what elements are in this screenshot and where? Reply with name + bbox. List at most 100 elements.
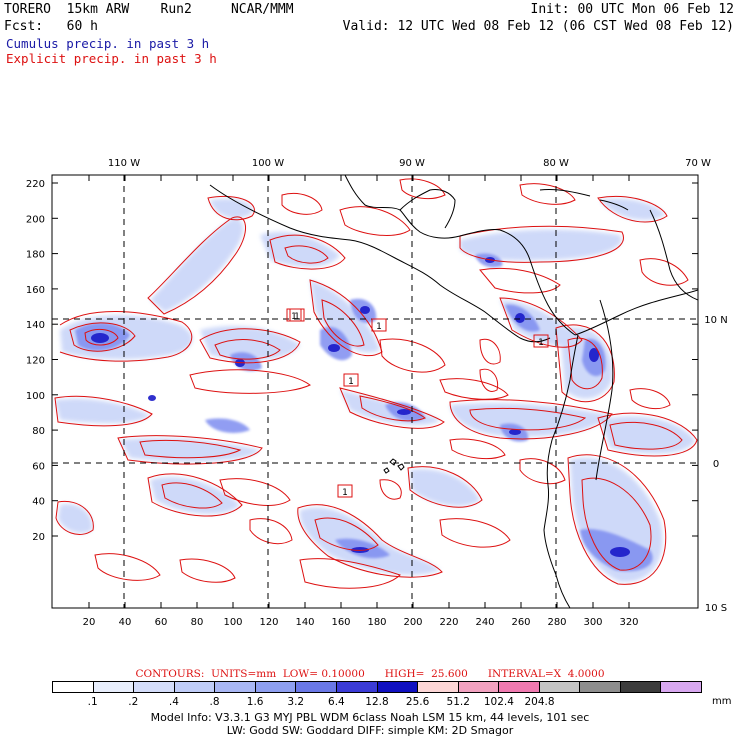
- lon-label: 70 W: [685, 158, 711, 169]
- x-tick-label: 40: [119, 617, 132, 628]
- contour-info: CONTOURS: UNITS=mm LOW= 0.10000 HIGH= 25…: [135, 668, 605, 680]
- south-america-north-coast: [574, 289, 698, 336]
- colorbar-swatch: [255, 682, 297, 692]
- low-marker-label: 1: [294, 312, 300, 322]
- precip-colorbar: [52, 681, 702, 693]
- x-tick-label: 80: [191, 617, 204, 628]
- colorbar-swatch: [580, 682, 621, 692]
- low-marker-box: [533, 334, 549, 348]
- lon-label: 100 W: [252, 158, 284, 169]
- lon-label: 90 W: [399, 158, 425, 169]
- model-info-line1: Model Info: V3.3.1 G3 MYJ PBL WDM 6class…: [150, 711, 590, 724]
- colorbar-label: 204.8: [524, 696, 555, 708]
- x-tick-label: 160: [331, 617, 350, 628]
- x-tick-label: 100: [223, 617, 242, 628]
- colorbar-swatch: [377, 682, 419, 692]
- yucatan-coast: [399, 189, 456, 229]
- colorbar-swatch: [458, 682, 500, 692]
- axis-ticks: [52, 175, 698, 608]
- y-tick-label: 100: [26, 391, 45, 402]
- colorbar-swatch: [215, 682, 256, 692]
- colorbar-swatch: [418, 682, 459, 692]
- colorbar-swatch: [53, 682, 94, 692]
- low-marker-label: 1: [291, 312, 297, 322]
- low-marker-label: 1: [376, 322, 382, 332]
- low-marker-box: [343, 373, 359, 387]
- x-tick-label: 140: [295, 617, 314, 628]
- colorbar-label: 3.2: [287, 696, 305, 708]
- x-tick-label: 280: [547, 617, 566, 628]
- x-tick-label: 220: [439, 617, 458, 628]
- colorbar-swatch: [336, 682, 378, 692]
- caribbean-coast: [499, 229, 576, 336]
- colorbar-label: .8: [209, 696, 220, 708]
- colorbar-label: 102.4: [483, 696, 514, 708]
- explicit-precip-contours: [54, 178, 698, 589]
- y-tick-label: 140: [26, 320, 45, 331]
- model-info-line2: LW: Godd SW: Goddard DIFF: simple KM: 2D…: [226, 724, 514, 737]
- forecast-hour: Fcst: 60 h: [4, 19, 98, 34]
- low-marker-box: [289, 308, 305, 322]
- colorbar-label: 6.4: [328, 696, 345, 708]
- y-tick-label: 20: [32, 532, 45, 543]
- x-tick-label: 240: [475, 617, 494, 628]
- y-tick-label: 120: [26, 356, 45, 367]
- valid-time: Valid: 12 UTC Wed 08 Feb 12 (06 CST Wed …: [342, 19, 734, 34]
- cumulus-precip-medium: [75, 253, 653, 572]
- y-tick-label: 40: [32, 497, 45, 508]
- colorbar-label: .4: [168, 696, 179, 708]
- y-tick-label: 80: [32, 426, 45, 437]
- y-tick-label: 60: [32, 461, 45, 472]
- andes-outline: [595, 299, 614, 481]
- low-marker-label: 1: [538, 338, 544, 348]
- y-tick-label: 200: [26, 214, 45, 225]
- explicit-legend: Explicit precip. in past 3 h: [6, 51, 217, 66]
- y-tick-label: 180: [26, 250, 45, 261]
- caribbean-islands: [539, 189, 629, 211]
- colorbar-swatch: [93, 682, 135, 692]
- lat-label: 0: [713, 459, 719, 470]
- colorbar-swatch: [296, 682, 337, 692]
- gulf-coast: [344, 175, 501, 239]
- x-tick-label: 120: [259, 617, 278, 628]
- colorbar-label: 51.2: [446, 696, 470, 708]
- y-tick-label: 160: [26, 285, 45, 296]
- colorbar-label: .1: [87, 696, 98, 708]
- x-tick-label: 320: [619, 617, 638, 628]
- lat-label: 10 S: [705, 603, 727, 614]
- colorbar-label: 12.8: [365, 696, 389, 708]
- y-tick-label: 220: [26, 179, 45, 190]
- galapagos-islands: [383, 458, 405, 474]
- x-tick-label: 300: [583, 617, 602, 628]
- lon-label: 80 W: [543, 158, 569, 169]
- x-tick-label: 60: [155, 617, 168, 628]
- x-tick-label: 20: [83, 617, 96, 628]
- colorbar-label: 1.6: [246, 696, 264, 708]
- low-marker-label: 1: [348, 377, 354, 387]
- colorbar-swatch: [661, 682, 701, 692]
- x-tick-label: 200: [403, 617, 422, 628]
- east-coastline: [649, 209, 698, 301]
- colorbar-swatch: [134, 682, 175, 692]
- colorbar-swatch: [620, 682, 662, 692]
- colorbar-swatch: [499, 682, 540, 692]
- colorbar-label: 25.6: [405, 696, 430, 708]
- lat-label: 10 N: [704, 315, 727, 326]
- x-tick-label: 260: [511, 617, 530, 628]
- low-marker-box: [371, 318, 387, 332]
- lon-label: 110 W: [108, 158, 140, 169]
- colorbar-label: .2: [128, 696, 139, 708]
- cumulus-legend: Cumulus precip. in past 3 h: [6, 36, 210, 51]
- x-tick-label: 180: [367, 617, 386, 628]
- low-marker-box: [337, 484, 353, 498]
- colorbar-swatch: [539, 682, 581, 692]
- init-time: Init: 00 UTC Mon 06 Feb 12: [530, 2, 735, 17]
- colorbar-unit: mm: [712, 696, 732, 707]
- run-title: TORERO 15km ARW Run2 NCAR/MMM: [4, 2, 294, 17]
- colorbar-swatch: [174, 682, 216, 692]
- low-marker-label: 1: [342, 488, 348, 498]
